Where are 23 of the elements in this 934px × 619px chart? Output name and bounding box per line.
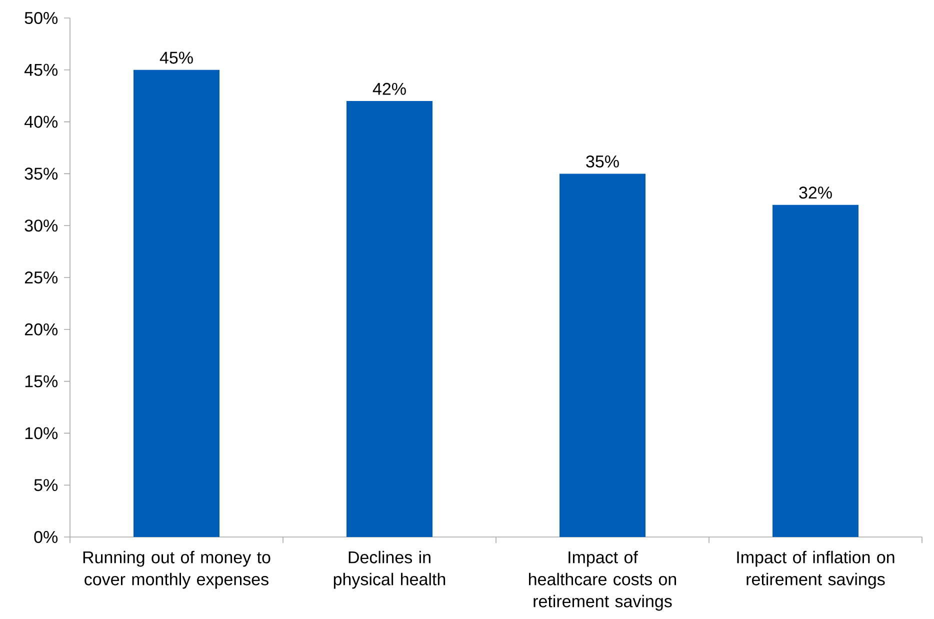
x-tick-label: Impact of healthcare costs on retirement savings: [529, 550, 676, 611]
bar: [346, 101, 433, 537]
y-tick-label: 50%: [24, 12, 58, 24]
data-label: 32%: [799, 186, 832, 199]
y-tick-label: 5%: [34, 479, 58, 492]
y-tick-label: 25%: [24, 271, 58, 284]
x-tick-label: Impact of inflation on retirement savings: [737, 550, 894, 589]
y-tick-label: 35%: [24, 168, 58, 180]
bar: [772, 204, 859, 537]
data-label: 35%: [586, 155, 619, 168]
y-tick-label: 20%: [24, 323, 58, 336]
y-tick-label: 30%: [24, 220, 58, 232]
y-tick-label: 45%: [24, 64, 58, 76]
data-label: 45%: [160, 52, 193, 64]
x-tick-label: Running out of money to cover monthly expenses: [83, 550, 270, 589]
y-tick-label: 10%: [25, 427, 58, 440]
data-label: 42%: [372, 82, 406, 95]
bar: [134, 70, 220, 537]
y-tick-label: 0%: [34, 530, 58, 544]
x-tick-label: Declines in physical health: [334, 550, 446, 589]
bar: [560, 174, 646, 537]
y-tick-label: 40%: [24, 116, 58, 128]
y-tick-label: 15%: [25, 375, 58, 388]
